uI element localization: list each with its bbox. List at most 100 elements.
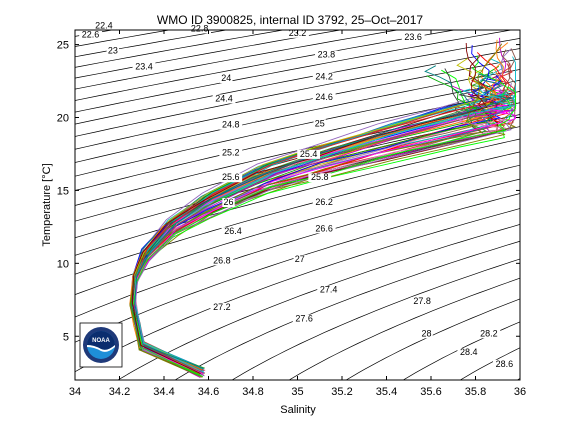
density-label-bg	[219, 120, 243, 130]
density-label: 24.2	[315, 72, 333, 82]
density-label-bg	[219, 148, 243, 158]
density-label-bg	[313, 119, 326, 129]
density-label: 28.4	[460, 347, 478, 357]
density-contours	[0, 15, 576, 394]
density-label-bg	[220, 74, 233, 84]
density-isoline	[75, 48, 520, 137]
density-label: 26.8	[213, 255, 231, 265]
y-tick-label: 5	[63, 331, 69, 343]
profile-line	[134, 98, 508, 375]
density-label: 25.6	[222, 172, 240, 182]
density-label: 22.8	[191, 23, 209, 33]
density-isoline	[75, 38, 520, 125]
profile-line	[132, 66, 516, 374]
density-label-bg	[420, 329, 433, 339]
x-tick-label: 35.4	[376, 386, 397, 398]
density-label-bg	[312, 224, 336, 234]
density-label: 23	[108, 45, 118, 55]
density-label-bg	[457, 348, 481, 358]
density-label-bg	[79, 30, 102, 40]
x-tick-label: 35.6	[420, 386, 441, 398]
density-isoline	[551, 15, 576, 394]
profile-line	[129, 39, 504, 372]
density-isoline	[75, 30, 514, 113]
x-tick-label: 35.8	[465, 386, 486, 398]
x-axis: 34 34.2 34.4 34.6 34.8 35 35.2 35.4 35.6 35.8 36	[69, 30, 526, 398]
density-isoline	[117, 224, 520, 380]
x-tick-label: 34.4	[153, 386, 174, 398]
density-isoline	[288, 277, 520, 380]
density-label: 24.8	[222, 120, 240, 130]
density-label-bg	[106, 46, 120, 56]
density-label: 26.4	[224, 226, 242, 236]
density-label-bg	[477, 329, 501, 339]
density-label: 22.4	[95, 21, 113, 31]
density-label-bg	[210, 303, 234, 312]
density-isoline	[75, 114, 520, 222]
density-label: 23.8	[318, 50, 336, 60]
density-label-bg	[297, 149, 321, 159]
density-isoline	[0, 15, 27, 394]
noaa-logo-wave	[87, 345, 115, 352]
density-label: 26.2	[315, 197, 333, 207]
density-label-bg	[410, 297, 434, 307]
density-label: 25	[315, 118, 325, 128]
density-isoline	[75, 102, 520, 206]
density-isoline	[75, 30, 457, 101]
density-label-bg	[493, 359, 516, 369]
density-label: 23.4	[135, 61, 153, 71]
density-label: 22.6	[82, 29, 100, 39]
density-isoline	[75, 178, 520, 318]
x-tick-label: 36	[514, 386, 526, 398]
y-tick-label: 20	[57, 113, 69, 125]
density-label: 25.8	[311, 172, 329, 182]
x-tick-label: 34.8	[242, 386, 263, 398]
density-label-bg	[401, 33, 425, 43]
profile-line	[134, 109, 516, 374]
density-label: 27.8	[413, 296, 431, 306]
density-label-bg	[312, 72, 336, 82]
y-axis-label: Temperature [°C]	[41, 163, 53, 246]
density-label-bg	[292, 314, 316, 324]
x-tick-label: 34.6	[198, 386, 219, 398]
density-label-bg	[219, 173, 243, 183]
density-label-bg	[188, 24, 211, 34]
profile-line	[131, 42, 488, 374]
x-tick-label: 34.2	[109, 386, 130, 398]
density-label-bg	[293, 254, 306, 264]
density-label: 27	[295, 254, 305, 264]
y-tick-label: 10	[57, 258, 69, 270]
density-label-bg	[212, 94, 236, 104]
x-axis-label: Salinity	[280, 404, 316, 416]
density-isoline	[345, 298, 520, 380]
density-label: 27.4	[320, 285, 338, 295]
density-isoline	[75, 208, 520, 373]
density-label-bg	[132, 62, 156, 72]
density-label-bg	[92, 21, 116, 31]
density-label: 23.6	[404, 32, 422, 42]
density-isoline	[174, 240, 520, 380]
density-label: 27.2	[213, 302, 231, 312]
density-label-bg	[221, 227, 245, 237]
y-tick-label: 15	[57, 185, 69, 197]
y-axis: 5 10 15 20 25	[57, 40, 520, 343]
density-isoline	[75, 30, 400, 90]
density-label-bg	[312, 198, 336, 207]
x-tick-label: 34	[69, 386, 81, 398]
density-label-bg	[210, 256, 234, 266]
density-label: 27.6	[295, 314, 313, 324]
noaa-logo: NOAA	[79, 322, 123, 368]
density-label-bg	[315, 50, 338, 60]
density-isoline	[75, 151, 520, 275]
profile-lines	[129, 37, 517, 379]
y-tick-label: 25	[57, 40, 69, 52]
density-label-bg	[308, 173, 332, 183]
density-label-bg	[312, 93, 336, 102]
profile-line	[130, 103, 514, 374]
profile-line	[134, 73, 513, 370]
noaa-logo-text: NOAA	[92, 338, 110, 344]
density-label: 25.4	[300, 149, 318, 159]
density-label-bg	[317, 285, 341, 295]
